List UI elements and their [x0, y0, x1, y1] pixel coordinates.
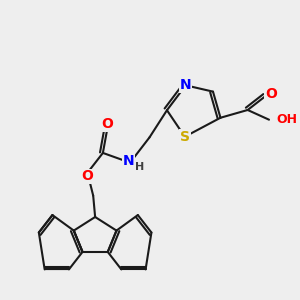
- Text: OH: OH: [277, 113, 298, 126]
- Text: S: S: [180, 130, 190, 144]
- Text: O: O: [101, 117, 113, 131]
- Text: N: N: [122, 154, 134, 168]
- Text: O: O: [265, 88, 277, 101]
- Text: H: H: [135, 161, 144, 172]
- Text: O: O: [81, 169, 93, 183]
- Text: N: N: [180, 78, 191, 92]
